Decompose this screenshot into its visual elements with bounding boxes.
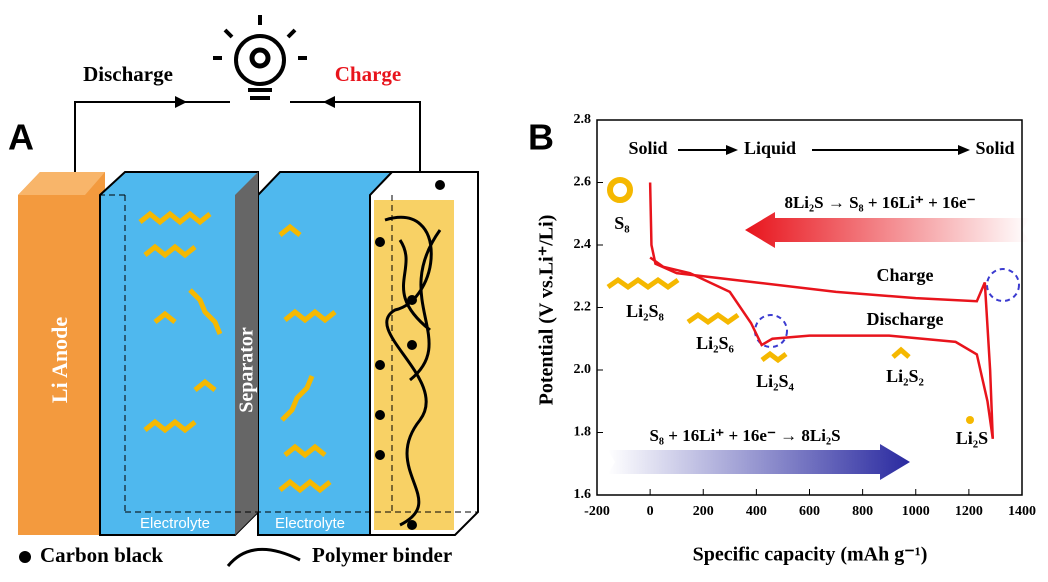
series-label: Charge xyxy=(877,265,934,285)
electrolyte xyxy=(100,172,258,535)
separator-label: Separator xyxy=(236,327,258,413)
annotation: S₈ + 16Li⁺ + 16e⁻ → 8Li₂S xyxy=(649,426,840,445)
panel-label: A xyxy=(8,117,34,158)
y-tick-label: 2.4 xyxy=(574,237,592,252)
annotation: Liquid xyxy=(744,138,796,158)
species: Li₂S₆ xyxy=(696,333,734,353)
reaction-arrow xyxy=(745,212,1030,248)
series-label: Discharge xyxy=(867,309,944,329)
annotation: Solid xyxy=(975,138,1014,158)
arrow xyxy=(175,96,187,108)
y-tick-label: 2.2 xyxy=(574,300,592,315)
bulb xyxy=(213,15,307,98)
arrow-head xyxy=(726,145,738,155)
species: S₈ xyxy=(614,213,630,233)
x-tick-label: 1000 xyxy=(902,504,930,519)
molecule xyxy=(608,280,678,287)
panel-a: A Discharge Charge Li Anode Separator xyxy=(8,15,478,567)
molecule xyxy=(762,354,786,360)
highlight xyxy=(987,269,1019,301)
x-tick-label: -200 xyxy=(584,504,610,519)
wire xyxy=(75,102,230,175)
molecule xyxy=(688,315,738,322)
x-axis-title: Specific capacity (mAh g⁻¹) xyxy=(693,544,928,566)
legend-binder: Polymer binder xyxy=(312,543,452,567)
y-axis-title: Potential (V vs.Li⁺/Li) xyxy=(536,215,558,406)
x-tick-label: 200 xyxy=(693,504,714,519)
species: Li₂S₈ xyxy=(626,301,664,321)
x-tick-label: 400 xyxy=(746,504,767,519)
species: Li₂S₂ xyxy=(886,366,924,386)
legend-dot xyxy=(19,551,31,563)
y-tick-label: 2.8 xyxy=(574,112,592,127)
molecule xyxy=(610,180,630,200)
x-tick-label: 1200 xyxy=(955,504,983,519)
annotation: Solid xyxy=(628,138,667,158)
species: Li₂S xyxy=(956,428,988,448)
x-tick-label: 800 xyxy=(852,504,873,519)
panel-label: B xyxy=(528,117,554,158)
figure: A Discharge Charge Li Anode Separator xyxy=(0,0,1048,577)
legend-line xyxy=(228,549,300,566)
electrolyte-label: Electrolyte xyxy=(275,515,345,532)
legend-carbon: Carbon black xyxy=(40,543,163,567)
annotation: 8Li₂S → S₈ + 16Li⁺ + 16e⁻ xyxy=(784,193,975,212)
x-tick-label: 1400 xyxy=(1008,504,1036,519)
arrow-head xyxy=(958,145,970,155)
molecule xyxy=(966,416,974,424)
electrolyte-label: Electrolyte xyxy=(140,515,210,532)
anode-label: Li Anode xyxy=(47,317,72,403)
species: Li₂S₄ xyxy=(756,371,794,391)
y-tick-label: 2.0 xyxy=(574,362,592,377)
charge-label: Charge xyxy=(335,62,402,86)
y-tick-label: 1.6 xyxy=(574,487,592,502)
y-tick-label: 1.8 xyxy=(574,425,592,440)
y-tick-label: 2.6 xyxy=(574,175,592,190)
reaction-arrow xyxy=(608,444,910,480)
x-tick-label: 0 xyxy=(647,504,654,519)
molecule xyxy=(893,350,909,357)
x-tick-label: 600 xyxy=(799,504,820,519)
arrow xyxy=(323,96,335,108)
discharge-label: Discharge xyxy=(83,62,173,86)
